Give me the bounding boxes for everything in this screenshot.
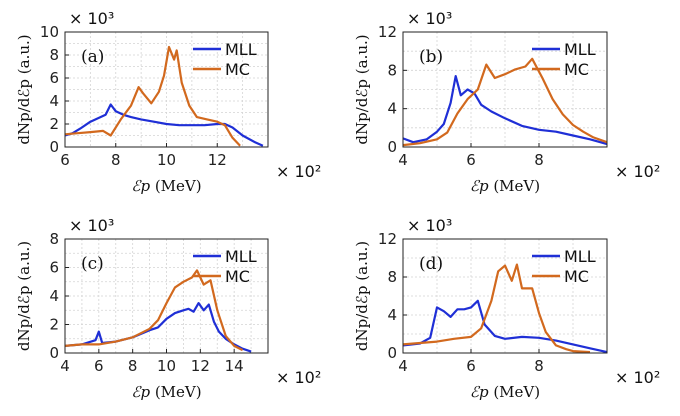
panel-label: (d): [419, 254, 443, 274]
x-tick-label: 10: [157, 151, 176, 169]
x-tick-label: 6: [94, 357, 104, 375]
x-tick-label: 6: [60, 151, 70, 169]
y-tick-label: 8: [387, 268, 397, 286]
y-tick-label: 6: [49, 69, 59, 87]
series-mll-line: [64, 103, 264, 147]
series-mc-line: [64, 45, 241, 147]
y-multiplier: × 10³: [69, 9, 114, 28]
y-tick-label: 8: [49, 46, 59, 64]
y-tick-label: 4: [49, 92, 59, 110]
y-tick-label: 2: [49, 115, 59, 133]
axes-frame: [402, 238, 608, 354]
y-tick-label: 0: [387, 138, 397, 156]
y-tick-label: 6: [49, 259, 59, 277]
panel-label: (b): [419, 47, 443, 67]
series-mc-line: [402, 57, 608, 147]
y-tick-label: 2: [49, 316, 59, 334]
x-tick-label: 12: [191, 357, 210, 375]
legend-label-mc: MC: [225, 267, 250, 286]
panel-1: 6 8 10 12 0 2 4 6 8 10 × 10³ × 10² ℰp (MeV) dNp/dℰp (…: [15, 9, 321, 195]
x-tick-label: 6: [466, 357, 476, 375]
x-tick-label: 4: [398, 151, 408, 169]
series-mll-line: [64, 302, 252, 353]
x-multiplier: × 10²: [615, 368, 660, 387]
x-multiplier: × 10²: [615, 162, 660, 181]
y-tick-label: 4: [387, 100, 397, 118]
x-tick-label: 4: [60, 357, 70, 375]
x-axis-label: ℰp (MeV): [470, 177, 540, 195]
x-tick-label: 8: [128, 357, 138, 375]
series-mc-line: [402, 263, 591, 354]
legend-label-mc: MC: [564, 60, 589, 79]
y-tick-label: 0: [49, 138, 59, 156]
y-axis-label: dNp/dℰp (a.u.): [353, 34, 371, 144]
x-tick-label: 14: [225, 357, 244, 375]
series-mc-line: [64, 269, 244, 352]
legend-label-mll: MLL: [564, 40, 596, 59]
x-tick-label: 12: [208, 151, 227, 169]
x-multiplier: × 10²: [276, 368, 321, 387]
y-tick-label: 8: [49, 230, 59, 248]
legend-label-mc: MC: [225, 60, 250, 79]
x-tick-label: 10: [157, 357, 176, 375]
x-tick-label: 4: [398, 357, 408, 375]
axes-frame: [402, 31, 608, 148]
x-tick-label: 8: [534, 151, 544, 169]
y-tick-label: 4: [387, 306, 397, 324]
x-tick-label: 8: [111, 151, 121, 169]
y-tick-label: 0: [49, 344, 59, 362]
y-multiplier: × 10³: [69, 216, 114, 235]
y-axis-label: dNp/dℰp (a.u.): [353, 241, 371, 351]
panel-3: 4 6 8 10 12 14 0 2 4 6 8 × 10³ × 10² ℰp (MeV) dNp/dℰp …: [15, 216, 321, 401]
y-tick-label: 12: [378, 230, 397, 248]
x-axis-label: ℰp (MeV): [131, 177, 201, 195]
y-tick-label: 8: [387, 61, 397, 79]
y-tick-label: 0: [387, 344, 397, 362]
x-tick-label: 8: [534, 357, 544, 375]
legend-label-mll: MLL: [564, 247, 596, 266]
panel-label: (a): [81, 47, 104, 67]
y-axis-label: dNp/dℰp (a.u.): [15, 241, 33, 351]
x-axis-label: ℰp (MeV): [131, 383, 201, 401]
panel-label: (c): [81, 254, 104, 274]
legend-label-mll: MLL: [225, 40, 257, 59]
y-axis-label: dNp/dℰp (a.u.): [15, 34, 33, 144]
y-multiplier: × 10³: [407, 216, 452, 235]
series-mll-line: [402, 299, 608, 354]
y-tick-label: 12: [378, 23, 397, 41]
y-tick-label: 4: [49, 287, 59, 305]
legend-label-mll: MLL: [225, 247, 257, 266]
x-axis-label: ℰp (MeV): [470, 383, 540, 401]
y-tick-label: 10: [40, 23, 59, 41]
x-tick-label: 6: [466, 151, 476, 169]
legend-label-mc: MC: [564, 267, 589, 286]
y-multiplier: × 10³: [407, 9, 452, 28]
x-multiplier: × 10²: [276, 162, 321, 181]
